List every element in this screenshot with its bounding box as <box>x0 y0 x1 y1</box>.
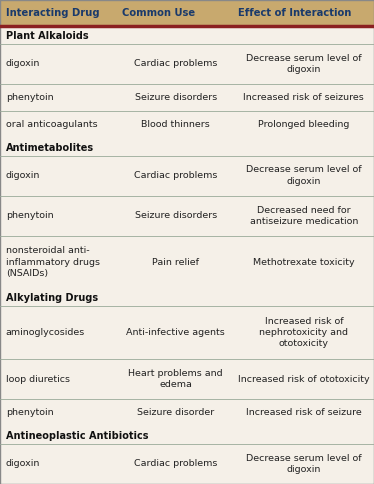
Text: phenytoin: phenytoin <box>6 211 53 220</box>
Text: Decreased need for
antiseizure medication: Decreased need for antiseizure medicatio… <box>250 206 358 226</box>
Text: Cardiac problems: Cardiac problems <box>134 59 217 68</box>
Text: Plant Alkaloids: Plant Alkaloids <box>6 30 89 41</box>
Text: Anti-infective agents: Anti-infective agents <box>126 328 225 337</box>
Text: Increased risk of seizure: Increased risk of seizure <box>246 408 362 417</box>
Text: Prolonged bleeding: Prolonged bleeding <box>258 120 350 129</box>
Text: Decrease serum level of
digoxin: Decrease serum level of digoxin <box>246 454 362 474</box>
Text: Effect of Interaction: Effect of Interaction <box>238 8 351 18</box>
Text: loop diuretics: loop diuretics <box>6 375 70 384</box>
Text: Seizure disorders: Seizure disorders <box>135 93 217 102</box>
Bar <box>0 0 374 26</box>
Text: aminoglycosides: aminoglycosides <box>6 328 85 337</box>
Text: Alkylating Drugs: Alkylating Drugs <box>6 293 98 303</box>
Text: Blood thinners: Blood thinners <box>141 120 210 129</box>
Text: nonsteroidal anti-
inflammatory drugs
(NSAIDs): nonsteroidal anti- inflammatory drugs (N… <box>6 246 100 278</box>
Text: digoxin: digoxin <box>6 59 40 68</box>
Text: Decrease serum level of
digoxin: Decrease serum level of digoxin <box>246 54 362 74</box>
Text: phenytoin: phenytoin <box>6 93 53 102</box>
Text: phenytoin: phenytoin <box>6 408 53 417</box>
Text: digoxin: digoxin <box>6 171 40 180</box>
Text: Increased risk of seizures: Increased risk of seizures <box>243 93 364 102</box>
Text: Increased risk of ototoxicity: Increased risk of ototoxicity <box>238 375 370 384</box>
Text: Seizure disorder: Seizure disorder <box>137 408 214 417</box>
Text: oral anticoagulants: oral anticoagulants <box>6 120 98 129</box>
Text: Pain relief: Pain relief <box>152 257 199 267</box>
Text: Antimetabolites: Antimetabolites <box>6 143 94 152</box>
Text: Antineoplastic Antibiotics: Antineoplastic Antibiotics <box>6 431 148 441</box>
Text: Interacting Drug: Interacting Drug <box>6 8 99 18</box>
Text: Decrease serum level of
digoxin: Decrease serum level of digoxin <box>246 166 362 185</box>
Text: Common Use: Common Use <box>122 8 195 18</box>
Text: Seizure disorders: Seizure disorders <box>135 211 217 220</box>
Text: Heart problems and
edema: Heart problems and edema <box>128 369 223 389</box>
Text: Cardiac problems: Cardiac problems <box>134 171 217 180</box>
Text: Methotrexate toxicity: Methotrexate toxicity <box>253 257 355 267</box>
Text: Cardiac problems: Cardiac problems <box>134 459 217 469</box>
Text: digoxin: digoxin <box>6 459 40 469</box>
Text: Increased risk of
nephrotoxicity and
ototoxicity: Increased risk of nephrotoxicity and oto… <box>260 317 348 348</box>
